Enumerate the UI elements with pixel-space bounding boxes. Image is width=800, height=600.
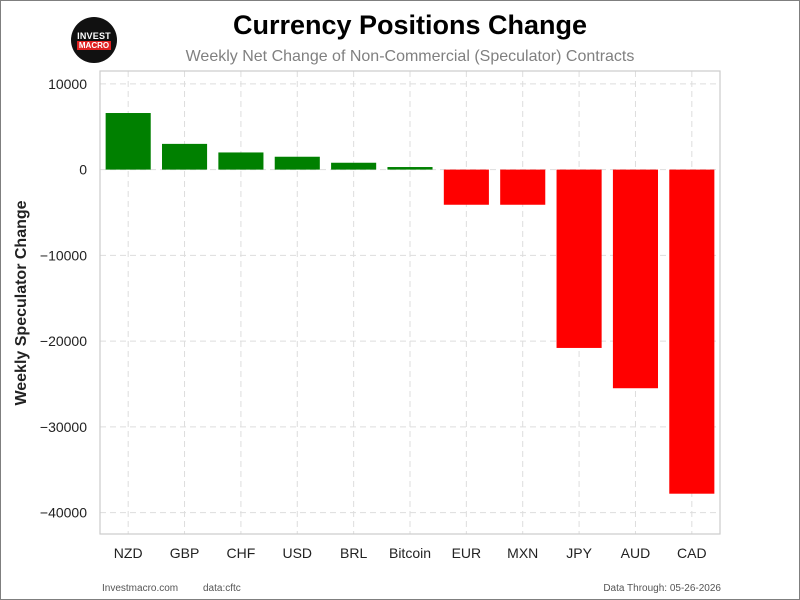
bar-nzd: [105, 113, 151, 170]
x-tick-label: USD: [282, 545, 312, 561]
x-tick-label: BRL: [340, 545, 367, 561]
chart-subtitle: Weekly Net Change of Non-Commercial (Spe…: [185, 48, 635, 65]
plot-area-border: [99, 70, 721, 535]
x-tick-label: CHF: [227, 545, 256, 561]
y-tick-label: −20000: [40, 333, 87, 349]
x-tick-label: NZD: [114, 545, 143, 561]
y-axis-label: Weekly Speculator Change: [13, 200, 30, 405]
y-tick-label: −30000: [40, 419, 87, 435]
x-tick-label: Bitcoin: [389, 545, 431, 561]
investmacro-logo: INVEST MACRO: [71, 17, 117, 63]
logo-text-macro: MACRO: [76, 40, 112, 50]
footer-data-source: data:cftc: [203, 583, 241, 594]
bar-brl: [331, 162, 377, 170]
bar-eur: [443, 169, 489, 205]
bar-jpy: [556, 169, 602, 348]
y-tick-label: 10000: [48, 76, 87, 92]
bar-cad: [669, 169, 715, 494]
x-tick-label: EUR: [452, 545, 482, 561]
bar-bitcoin: [387, 167, 433, 170]
bar-mxn: [500, 169, 546, 205]
x-tick-label: MXN: [507, 545, 538, 561]
footer-data-through: Data Through: 05-26-2026: [603, 583, 721, 594]
bar-aud: [612, 169, 658, 389]
footer-source: Investmacro.com: [102, 583, 179, 594]
x-tick-label: JPY: [566, 545, 592, 561]
x-tick-label: GBP: [170, 545, 200, 561]
logo-text-invest: INVEST: [77, 30, 111, 41]
chart-title: Currency Positions Change: [232, 10, 588, 40]
y-tick-label: −40000: [40, 505, 87, 521]
x-tick-label: CAD: [677, 545, 707, 561]
bar-chf: [218, 152, 264, 170]
y-tick-label: −10000: [40, 247, 87, 263]
x-tick-labels: NZD GBP CHF USD BRL Bitcoin EUR MXN JPY AUD CAD: [114, 545, 707, 561]
bar-layer: [105, 113, 715, 494]
bar-usd: [274, 156, 320, 170]
bar-gbp: [162, 143, 208, 170]
x-tick-label: AUD: [621, 545, 651, 561]
y-tick-labels: 10000 0 −10000 −20000 −30000 −40000: [40, 76, 87, 521]
y-tick-label: 0: [79, 162, 87, 178]
